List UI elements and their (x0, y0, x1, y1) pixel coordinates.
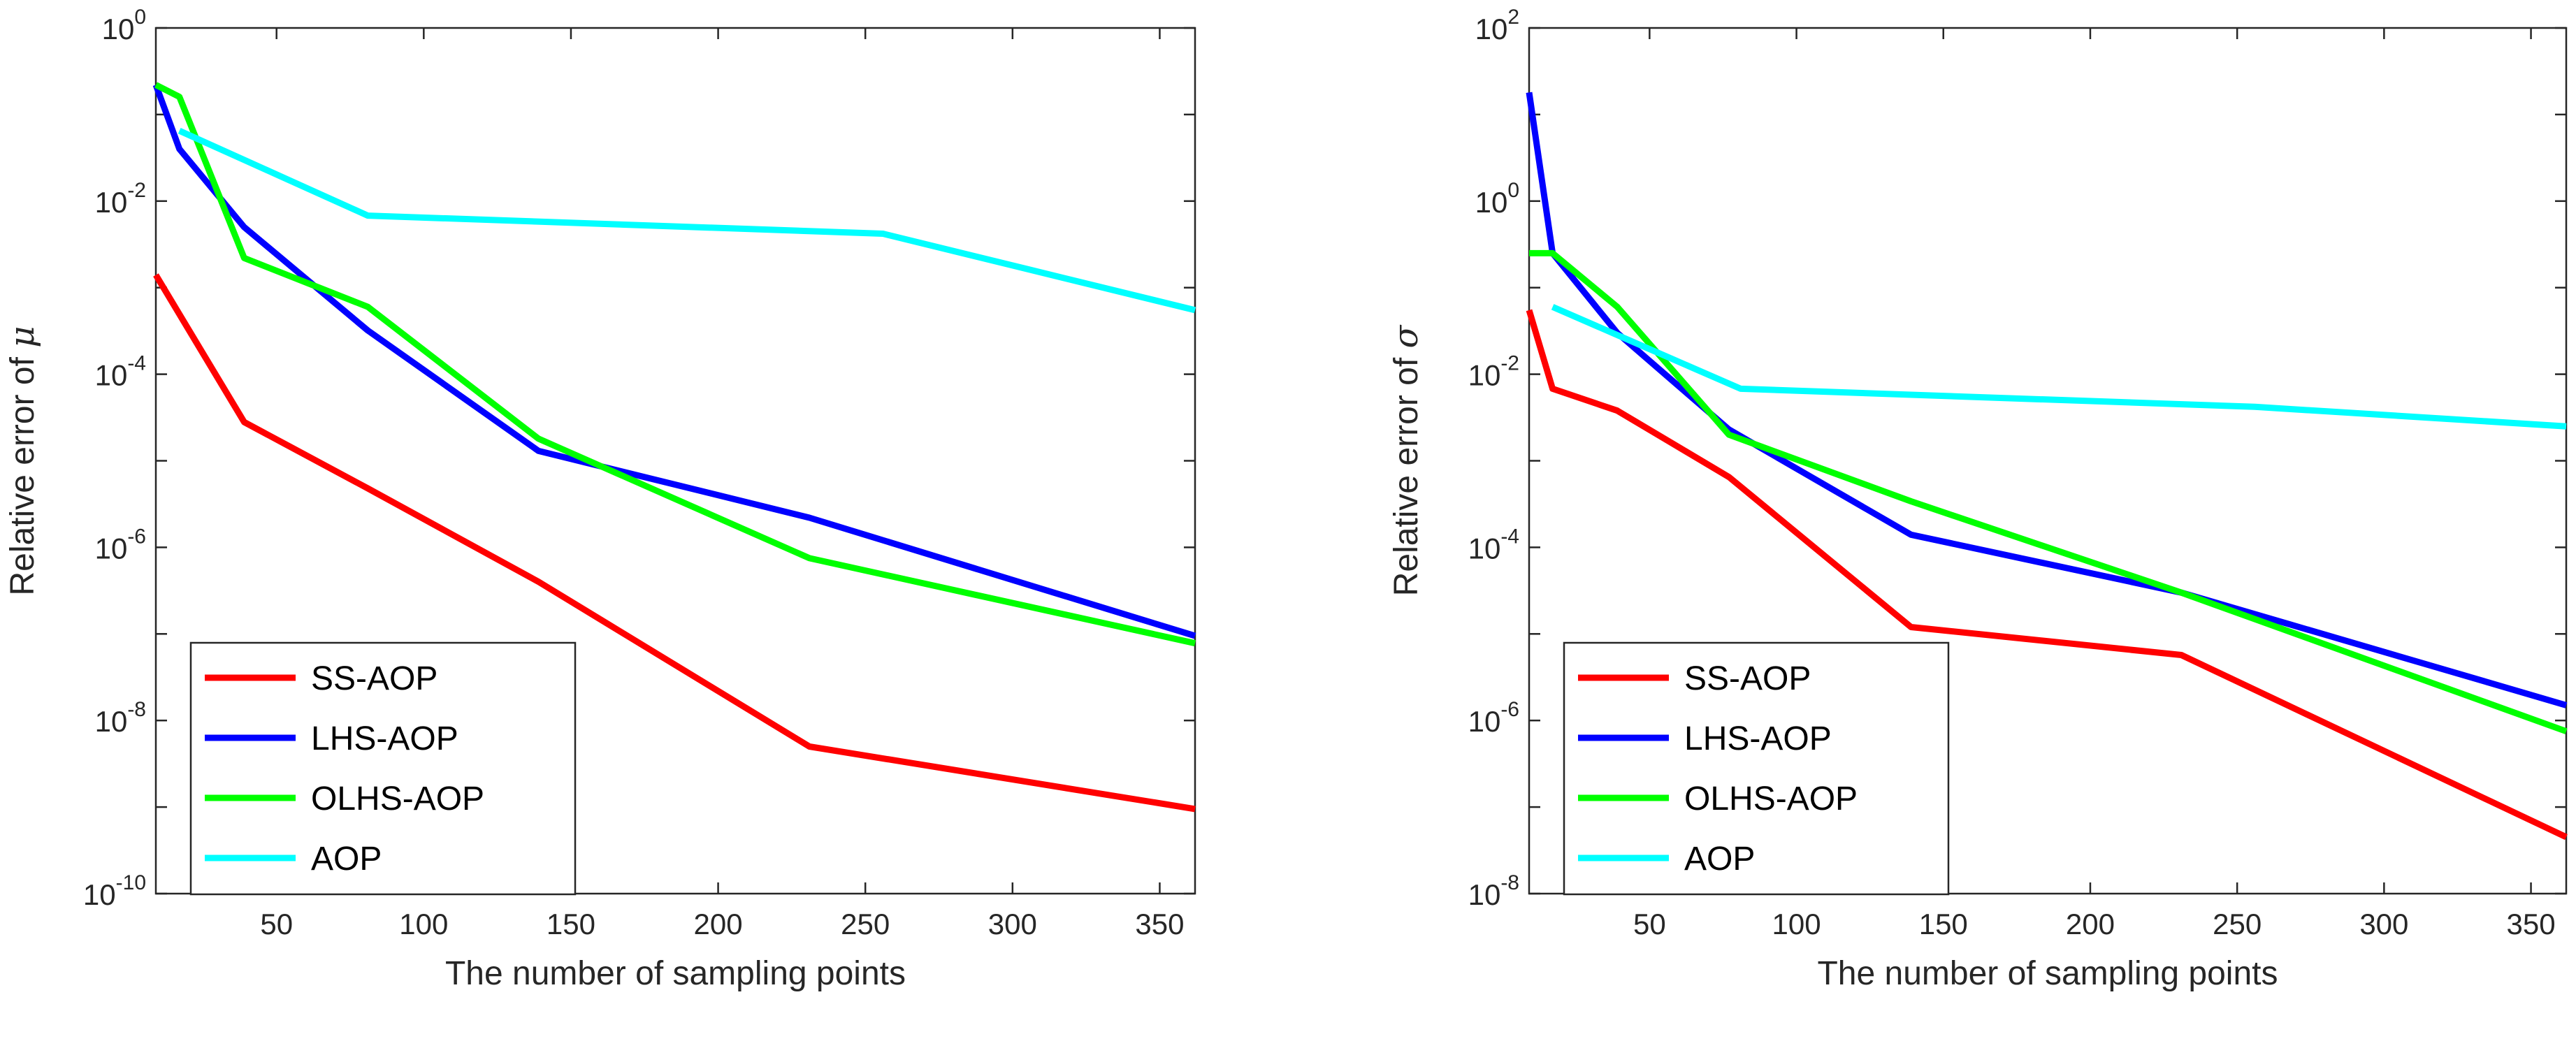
x-tick-label: 200 (2066, 908, 2115, 940)
legend: SS-AOP LHS-AOP OLHS-AOP AOP (189, 641, 577, 896)
x-tick-label: 250 (841, 908, 890, 940)
y-tick-label: 10-6 (1468, 698, 1519, 738)
x-tick-label: 300 (2359, 908, 2408, 940)
y-tick-label: 10-10 (83, 871, 146, 911)
x-tick-label: 50 (260, 908, 293, 940)
legend-label: AOP (1684, 841, 1755, 878)
x-tick-label: 350 (1135, 908, 1184, 940)
x-tick-label: 150 (1919, 908, 1968, 940)
y-tick-label: 100 (102, 6, 146, 45)
y-axis-label: Relative error of μ (3, 326, 42, 596)
legend-label: OLHS-AOP (311, 780, 484, 817)
x-tick-label: 200 (694, 908, 743, 940)
series-line-aop (178, 127, 1196, 314)
series-line-ss-aop (153, 273, 1196, 813)
legend-label: OLHS-AOP (1684, 780, 1858, 817)
series-line-aop (1551, 304, 2567, 430)
series-line-olhs-aop (154, 82, 1196, 647)
x-tick-label: 250 (2213, 908, 2262, 940)
legend-box (1563, 641, 1950, 896)
series-line-ss-aop (1526, 309, 2568, 841)
legend-label: LHS-AOP (311, 720, 458, 757)
x-tick-label: 350 (2507, 908, 2556, 940)
x-axis-label: The number of sampling points (1817, 955, 2278, 992)
series-line-olhs-aop (1529, 249, 2568, 734)
y-tick-label: 10-2 (95, 179, 146, 219)
y-tick-label: 10-8 (1468, 871, 1519, 911)
x-tick-label: 100 (399, 908, 448, 940)
y-tick-label: 10-4 (1468, 525, 1519, 565)
y-tick-label: 100 (1475, 179, 1519, 219)
y-tick-label: 10-6 (95, 525, 146, 565)
series-line-lhs-aop (152, 83, 1196, 639)
x-tick-label: 50 (1633, 908, 1666, 940)
y-tick-label: 10-2 (1468, 352, 1519, 392)
y-axis-label: Relative error of σ (1387, 324, 1426, 596)
chart-panel-sigma: 50 100 150 200 250 300 350 10-8 10-6 10-4 10-2 100 1… (1387, 6, 2568, 992)
legend-label: AOP (311, 841, 382, 878)
x-tick-label: 300 (988, 908, 1037, 940)
y-tick-label: 10-4 (95, 352, 146, 392)
legend: SS-AOP LHS-AOP OLHS-AOP AOP (1563, 641, 1950, 896)
x-tick-label: 150 (547, 908, 595, 940)
x-axis-label: The number of sampling points (445, 955, 906, 992)
chart-panel-mu: 50 100 150 200 250 300 350 10-10 10-8 10-6 10-4 10-… (3, 6, 1196, 992)
x-tick-label: 100 (1772, 908, 1821, 940)
legend-label: SS-AOP (311, 660, 437, 697)
legend-label: SS-AOP (1684, 660, 1811, 697)
legend-box (189, 641, 577, 896)
y-tick-label: 10-8 (95, 698, 146, 738)
legend-label: LHS-AOP (1684, 720, 1832, 757)
y-tick-label: 102 (1475, 6, 1519, 45)
